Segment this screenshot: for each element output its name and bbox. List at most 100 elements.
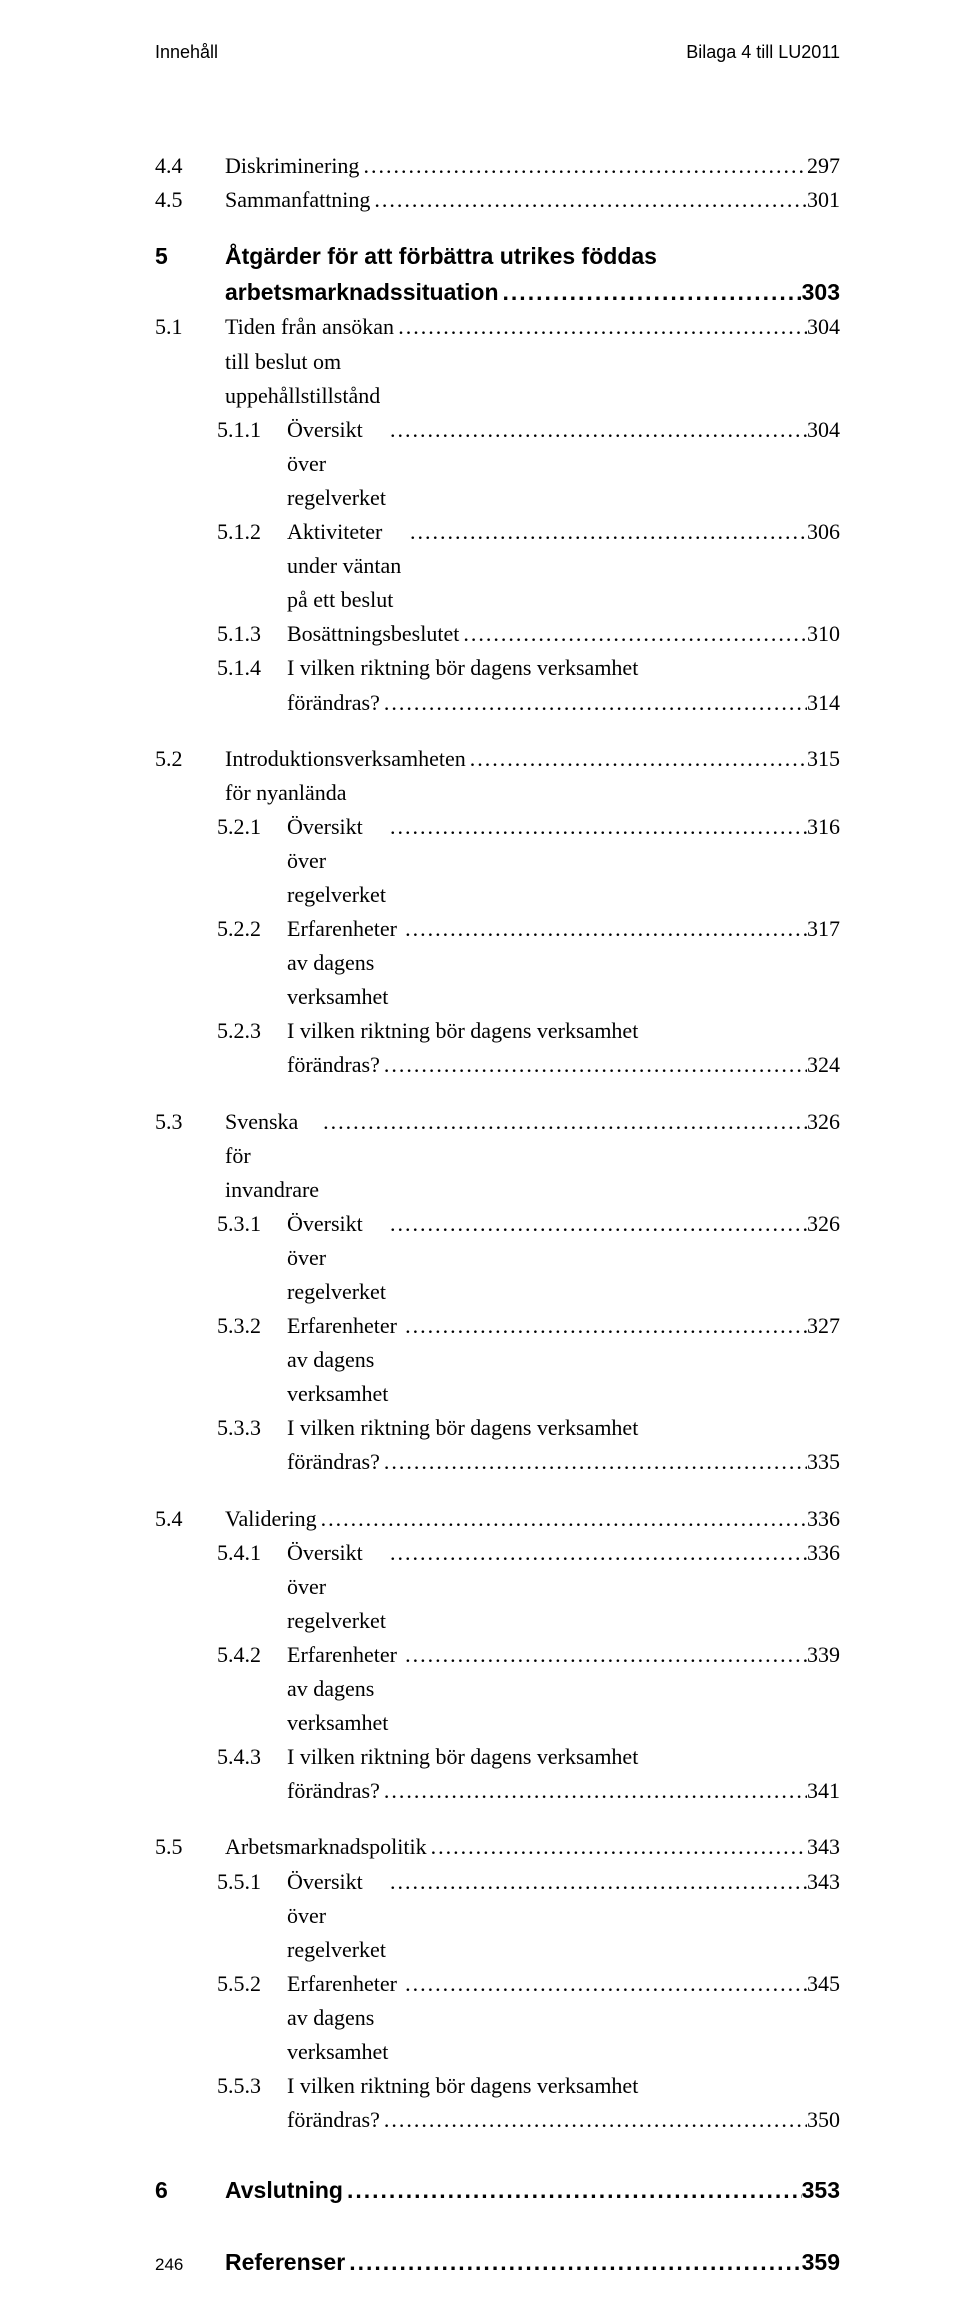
toc-entry-title: Aktiviteter under väntan på ett beslut: [279, 515, 406, 617]
toc-entry-title: Avslutning: [217, 2173, 343, 2209]
toc-entry-title: Tiden från ansökan till beslut om uppehå…: [217, 310, 394, 412]
toc-entry-number: 5.5.1: [155, 1865, 279, 1899]
toc-entry-page: 303: [802, 275, 840, 311]
toc-entry: 5.5Arbetsmarknadspolitik343: [155, 1830, 840, 1864]
toc-entry-continuation: förändras?324: [155, 1048, 840, 1082]
toc-entry: 5Åtgärder för att förbättra utrikes född…: [155, 239, 840, 275]
toc-leader: [370, 183, 807, 217]
toc-entry-title: Diskriminering: [217, 149, 359, 183]
toc-entry-title-cont: förändras?: [279, 686, 380, 720]
toc-entry-number: 5.1.4: [155, 651, 279, 685]
toc-entry-title-cont: förändras?: [279, 2103, 380, 2137]
toc-leader: [386, 1536, 807, 1570]
toc-entry-page: 353: [802, 2173, 840, 2209]
toc-entry: 5.3Svenska för invandrare326: [155, 1105, 840, 1207]
toc-entry-title: Åtgärder för att förbättra utrikes födda…: [217, 239, 657, 275]
toc-entry: 5.5.2Erfarenheter av dagens verksamhet34…: [155, 1967, 840, 2069]
toc-entry-number: 5.2.2: [155, 912, 279, 946]
toc-entry-continuation: arbetsmarknadssituation 303: [155, 275, 840, 311]
toc-entry-title-cont: förändras?: [279, 1445, 380, 1479]
toc-leader: [386, 1865, 807, 1899]
toc-entry-title-cont: arbetsmarknadssituation: [217, 275, 499, 311]
toc-entry-title: I vilken riktning bör dagens verksamhet: [279, 651, 638, 685]
toc-entry-page: 304: [807, 413, 840, 447]
toc-entry-page: 336: [807, 1502, 840, 1536]
toc-entry-page: 341: [807, 1774, 840, 1808]
toc-entry-number: 5.3.1: [155, 1207, 279, 1241]
toc-entry-title: Översikt över regelverket: [279, 810, 386, 912]
page: Innehåll Bilaga 4 till LU2011 4.4Diskrim…: [0, 0, 960, 2321]
toc-entry: 5.4.1Översikt över regelverket336: [155, 1536, 840, 1638]
toc-entry-page: 310: [807, 617, 840, 651]
toc-entry-number: 5.4.3: [155, 1740, 279, 1774]
toc-entry: 5.2.1Översikt över regelverket 316: [155, 810, 840, 912]
toc-entry-title: Bosättningsbeslutet: [279, 617, 459, 651]
toc-entry-number: 5.5.3: [155, 2069, 279, 2103]
toc-leader: [380, 1048, 807, 1082]
toc-entry-number: 5.2: [155, 742, 217, 776]
toc-entry-title-cont: förändras?: [279, 1048, 380, 1082]
toc-entry-title: Erfarenheter av dagens verksamhet: [279, 1967, 401, 2069]
toc-entry-number: 5.2.3: [155, 1014, 279, 1048]
toc-leader: [401, 1309, 807, 1343]
table-of-contents: 4.4Diskriminering2974.5Sammanfattning301…: [155, 149, 840, 2281]
toc-entry: 5.1Tiden från ansökan till beslut om upp…: [155, 310, 840, 412]
toc-leader: [359, 149, 807, 183]
toc-entry-page: 315: [807, 742, 840, 776]
toc-entry: 5.5.3I vilken riktning bör dagens verksa…: [155, 2069, 840, 2103]
toc-entry-title: Introduktionsverksamheten för nyanlända: [217, 742, 466, 810]
toc-leader: [343, 2173, 802, 2209]
toc-entry-number: 5.2.1: [155, 810, 279, 844]
toc-entry-title: Validering: [217, 1502, 317, 1536]
toc-entry-page: 359: [802, 2245, 840, 2281]
toc-entry-number: 5.1: [155, 310, 217, 344]
toc-entry-page: 297: [807, 149, 840, 183]
toc-entry-title: Arbetsmarknadspolitik: [217, 1830, 427, 1864]
toc-entry-title: Erfarenheter av dagens verksamhet: [279, 1309, 401, 1411]
toc-entry-continuation: förändras?350: [155, 2103, 840, 2137]
toc-entry-number: 5.1.3: [155, 617, 279, 651]
toc-entry: 5.1.3Bosättningsbeslutet 310: [155, 617, 840, 651]
toc-entry-page: 317: [807, 912, 840, 946]
toc-entry: 5.3.2Erfarenheter av dagens verksamhet32…: [155, 1309, 840, 1411]
toc-entry: 4.4Diskriminering 297: [155, 149, 840, 183]
toc-entry-title: Svenska för invandrare: [217, 1105, 319, 1207]
toc-entry-title: Erfarenheter av dagens verksamhet: [279, 1638, 401, 1740]
toc-leader: [394, 310, 807, 344]
toc-entry-title: Översikt över regelverket: [279, 413, 386, 515]
toc-entry: 5.2.2Erfarenheter av dagens verksamhet 31…: [155, 912, 840, 1014]
toc-leader: [401, 912, 807, 946]
toc-entry-page: 314: [807, 686, 840, 720]
toc-entry: 5.4Validering 336: [155, 1502, 840, 1536]
toc-entry: Referenser359: [155, 2245, 840, 2281]
toc-entry-continuation: förändras?335: [155, 1445, 840, 1479]
running-head: Innehåll Bilaga 4 till LU2011: [155, 42, 840, 63]
toc-leader: [380, 2103, 807, 2137]
toc-entry: 5.2Introduktionsverksamheten för nyanlän…: [155, 742, 840, 810]
toc-entry-page: 301: [807, 183, 840, 217]
toc-entry: 5.3.3I vilken riktning bör dagens verksa…: [155, 1411, 840, 1445]
toc-entry-page: 336: [807, 1536, 840, 1570]
toc-leader: [406, 515, 807, 549]
toc-entry: 6Avslutning353: [155, 2173, 840, 2209]
toc-leader: [401, 1638, 807, 1672]
toc-leader: [386, 810, 807, 844]
toc-leader: [427, 1830, 807, 1864]
toc-leader: [386, 1207, 807, 1241]
toc-entry-page: 316: [807, 810, 840, 844]
toc-entry-number: 5.5.2: [155, 1967, 279, 2001]
toc-entry-page: 339: [807, 1638, 840, 1672]
toc-entry-number: 5: [155, 239, 217, 275]
toc-entry-number: 5.3: [155, 1105, 217, 1139]
toc-entry-number: 5.4: [155, 1502, 217, 1536]
toc-leader: [380, 686, 807, 720]
toc-entry-number: 5.3.2: [155, 1309, 279, 1343]
toc-leader: [317, 1502, 807, 1536]
toc-entry-number: 5.1.1: [155, 413, 279, 447]
toc-entry-title: Översikt över regelverket: [279, 1207, 386, 1309]
toc-entry: 5.3.1Översikt över regelverket326: [155, 1207, 840, 1309]
toc-leader: [466, 742, 807, 776]
toc-entry-number: 4.4: [155, 149, 217, 183]
toc-entry-title: Erfarenheter av dagens verksamhet: [279, 912, 401, 1014]
toc-entry-number: 5.5: [155, 1830, 217, 1864]
